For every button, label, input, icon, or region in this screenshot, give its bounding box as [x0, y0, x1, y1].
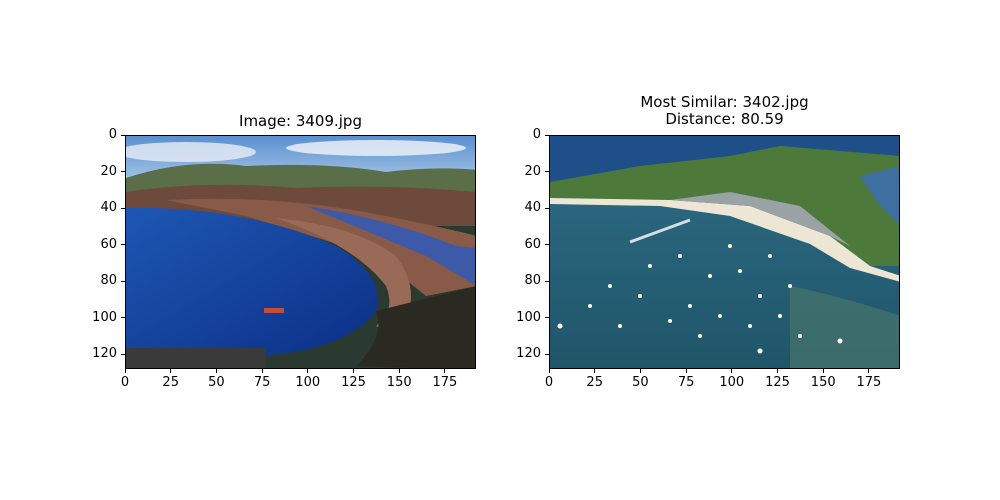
right-x-tick [731, 369, 733, 373]
right-y-tick-label: 40 [524, 200, 541, 216]
left-y-tick-label: 60 [100, 236, 117, 252]
right-x-tick [822, 369, 824, 373]
left-x-tick-label: 125 [341, 375, 366, 390]
left-x-tick [215, 369, 217, 373]
right-image-title: Most Similar: 3402.jpg [640, 93, 809, 111]
left-x-tick-label: 25 [162, 375, 179, 390]
right-y-tick-label: 100 [516, 309, 541, 325]
left-x-tick-label: 175 [432, 375, 458, 390]
right-y-tick [545, 207, 549, 209]
left-image-title: Image: 3409.jpg [239, 112, 362, 130]
left-x-tick [170, 369, 172, 373]
right-x-tick [777, 369, 779, 373]
left-y-tick-label: 0 [108, 127, 117, 142]
right-y-tick-label: 120 [516, 346, 541, 362]
right-x-tick-label: 25 [586, 375, 603, 390]
right-y-tick [545, 171, 549, 173]
left-x-tick-label: 75 [253, 375, 271, 390]
right-x-tick-label: 125 [765, 375, 790, 390]
left-x-tick-label: 150 [386, 375, 412, 390]
left-y-tick-label: 20 [100, 163, 117, 179]
right-y-tick-label: 0 [532, 127, 541, 142]
left-x-tick [353, 369, 355, 373]
right-y-tick-label: 20 [524, 163, 541, 179]
left-y-tick-label: 40 [100, 200, 117, 216]
right-x-tick [594, 369, 596, 373]
left-y-tick [121, 244, 125, 246]
right-x-tick [868, 369, 870, 373]
left-y-tick [121, 171, 125, 173]
right-y-tick [545, 134, 549, 136]
left-y-tick-label: 80 [100, 273, 117, 289]
right-x-tick [639, 369, 641, 373]
left-x-tick [307, 369, 309, 373]
left-x-tick-label: 0 [120, 375, 130, 390]
right-x-tick-label: 175 [856, 375, 882, 390]
right-x-tick-label: 150 [810, 375, 836, 390]
left-y-tick-label: 100 [92, 309, 117, 325]
right-image-panel [549, 135, 900, 369]
left-x-tick-label: 50 [208, 375, 225, 390]
left-y-tick [121, 317, 125, 319]
right-x-tick-label: 100 [719, 375, 745, 390]
left-y-tick [121, 353, 125, 355]
left-y-tick [121, 207, 125, 209]
right-image-aerial-harbor [550, 136, 899, 368]
right-y-tick-label: 80 [524, 273, 541, 289]
left-x-tick [398, 369, 400, 373]
right-x-tick [548, 369, 550, 373]
left-image-panel [125, 135, 476, 369]
left-x-tick [261, 369, 263, 373]
left-image-coastal-town [126, 136, 475, 368]
right-x-tick-label: 50 [632, 375, 649, 390]
left-x-tick [444, 369, 446, 373]
right-y-tick [545, 353, 549, 355]
left-y-tick [121, 280, 125, 282]
left-y-tick-label: 120 [92, 346, 117, 362]
right-x-tick [685, 369, 687, 373]
right-y-tick [545, 317, 549, 319]
left-y-tick [121, 134, 125, 136]
right-y-tick [545, 244, 549, 246]
right-image-distance: Distance: 80.59 [665, 110, 784, 128]
right-y-tick-label: 60 [524, 236, 541, 252]
right-x-tick-label: 0 [544, 375, 554, 390]
right-y-tick [545, 280, 549, 282]
right-x-tick-label: 75 [677, 375, 695, 390]
left-x-tick-label: 100 [295, 375, 321, 390]
left-x-tick [124, 369, 126, 373]
